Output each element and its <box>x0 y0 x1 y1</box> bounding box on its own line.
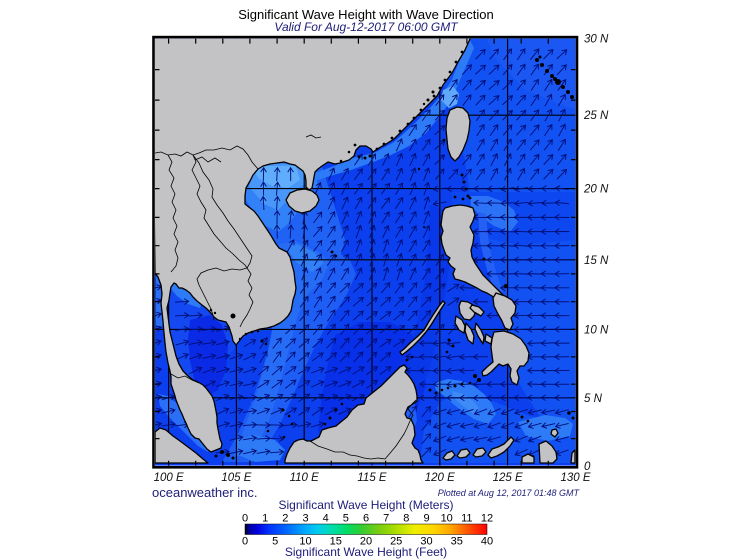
svg-text:0: 0 <box>242 536 248 548</box>
svg-text:25 N: 25 N <box>583 110 609 122</box>
svg-text:115 E: 115 E <box>357 472 387 484</box>
svg-text:5: 5 <box>272 536 278 548</box>
svg-text:130 E: 130 E <box>560 472 590 484</box>
svg-text:11: 11 <box>461 513 472 525</box>
svg-text:6: 6 <box>363 513 369 525</box>
svg-text:7: 7 <box>383 513 389 525</box>
svg-text:35: 35 <box>451 536 463 548</box>
svg-text:1: 1 <box>262 513 268 525</box>
svg-text:Plotted at Aug 12, 2017 01:48: Plotted at Aug 12, 2017 01:48 GMT <box>438 488 581 498</box>
svg-text:0: 0 <box>584 461 591 473</box>
svg-text:20: 20 <box>360 536 372 548</box>
svg-text:10: 10 <box>441 513 453 525</box>
svg-text:Significant Wave Height (Meter: Significant Wave Height (Meters) <box>279 498 454 512</box>
svg-text:30 N: 30 N <box>584 34 609 46</box>
svg-text:Significant Wave Height with W: Significant Wave Height with Wave Direct… <box>238 7 494 22</box>
svg-text:120 E: 120 E <box>425 472 455 484</box>
svg-text:110 E: 110 E <box>290 472 320 484</box>
svg-text:2: 2 <box>282 513 288 525</box>
svg-text:5: 5 <box>343 513 349 525</box>
svg-text:15: 15 <box>330 536 342 548</box>
svg-text:oceanweather inc.: oceanweather inc. <box>152 485 258 500</box>
svg-text:10 N: 10 N <box>584 324 609 336</box>
svg-text:8: 8 <box>403 513 409 525</box>
svg-text:105 E: 105 E <box>221 472 251 484</box>
svg-text:12: 12 <box>481 513 493 525</box>
svg-text:Significant Wave Height (Feet): Significant Wave Height (Feet) <box>285 545 447 559</box>
svg-text:125 E: 125 E <box>493 472 523 484</box>
svg-text:3: 3 <box>302 513 308 525</box>
svg-text:9: 9 <box>423 513 429 525</box>
svg-text:40: 40 <box>481 536 493 548</box>
svg-text:30: 30 <box>420 536 432 548</box>
svg-text:4: 4 <box>323 513 329 525</box>
svg-text:15 N: 15 N <box>584 255 609 267</box>
svg-text:25: 25 <box>390 536 402 548</box>
svg-text:20 N: 20 N <box>583 184 609 196</box>
svg-text:0: 0 <box>242 513 248 525</box>
svg-text:5 N: 5 N <box>584 393 603 405</box>
svg-text:100 E: 100 E <box>154 472 184 484</box>
svg-text:Valid For Aug-12-2017 06:00 GM: Valid For Aug-12-2017 06:00 GMT <box>274 20 459 34</box>
svg-text:10: 10 <box>299 536 311 548</box>
